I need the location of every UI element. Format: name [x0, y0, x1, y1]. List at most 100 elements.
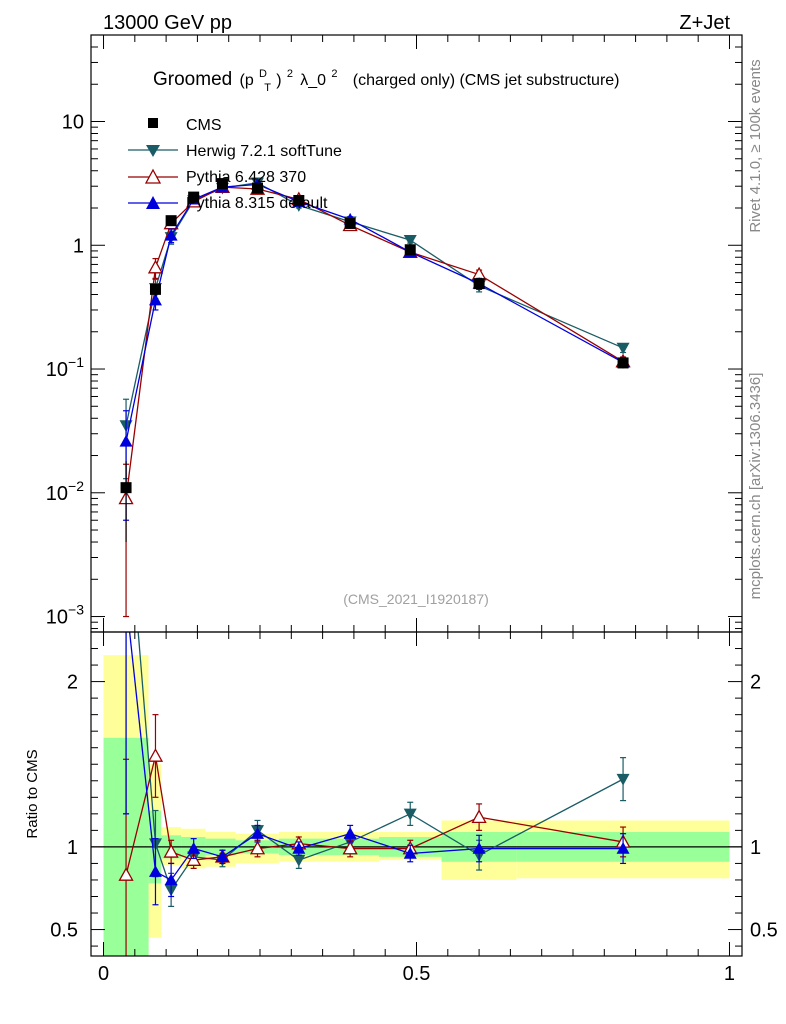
- data-point-herwig: [616, 773, 630, 786]
- main-y-tick-mantissa: 10: [46, 359, 68, 381]
- x-tick-label: 0.5: [403, 963, 431, 985]
- main-y-tick-exponent: −2: [68, 478, 84, 494]
- ratio-frame: [90, 631, 743, 957]
- main-y-tick-label: 1: [73, 235, 84, 257]
- x-tick-label: 1: [724, 963, 735, 985]
- main-y-tick-mantissa: 10: [62, 112, 84, 134]
- watermark: (CMS_2021_I1920187): [343, 591, 489, 607]
- legend-entry-pythia8: Pythia 8.315 default: [128, 195, 328, 212]
- main-y-tick-exponent: −3: [68, 602, 84, 618]
- data-point-cms: [617, 357, 629, 369]
- ratio-y-tick-label-right: 0.5: [750, 920, 778, 942]
- data-point-pythia6: [186, 852, 202, 866]
- ratio-panel: 0.5 0.5 1 1 2 2 Ratio to CMS: [24, 631, 778, 957]
- data-point-herwig: [403, 808, 417, 821]
- main-series-pythia6: [118, 179, 631, 618]
- main-data-layer: [118, 177, 631, 618]
- ratio-y-tick-label: 0.5: [50, 920, 78, 942]
- ratio-data-layer: [118, 632, 631, 956]
- title-p: (p: [239, 72, 253, 89]
- ratio-y-tick-label: 1: [67, 837, 78, 859]
- title-sub-t: T: [264, 82, 271, 94]
- ratio-uncertainty-bands: [91, 655, 742, 956]
- data-point-cms: [188, 191, 200, 203]
- data-point-pythia8: [215, 850, 229, 863]
- data-point-pythia6: [471, 809, 487, 823]
- data-point-herwig: [403, 234, 417, 247]
- data-point-pythia8: [292, 842, 306, 854]
- main-y-tick-mantissa: 10: [46, 607, 68, 629]
- ratio-axis-ticks: [91, 632, 742, 956]
- x-tick-labels: 0 0.5 1: [98, 963, 735, 985]
- legend-marker-cms: [148, 118, 158, 128]
- title-sup-d: D: [259, 68, 267, 80]
- main-series-herwig: [119, 177, 630, 480]
- main-line-pythia8: [125, 183, 624, 442]
- main-y-tick-label: 10−3: [46, 602, 84, 629]
- side-label-mcplots: mcplots.cern.ch [arXiv:1306.3436]: [747, 373, 764, 600]
- title-close: ): [276, 72, 281, 89]
- main-y-tick-mantissa: 10: [46, 483, 68, 505]
- data-point-cms: [344, 217, 356, 229]
- main-y-tick-mantissa: 1: [73, 235, 84, 257]
- data-point-pythia8: [403, 847, 417, 859]
- legend-label-pythia6: Pythia 6.428 370: [186, 169, 306, 186]
- data-point-pythia8: [119, 434, 133, 447]
- legend-marker-pythia6: [144, 168, 162, 184]
- main-y-tick-label: 10: [62, 112, 84, 134]
- legend-entry-pythia6: Pythia 6.428 370: [128, 168, 306, 186]
- data-point-pythia6: [163, 844, 179, 858]
- x-tick-label: 0: [98, 963, 109, 985]
- ratio-y-axis-label: Ratio to CMS: [24, 749, 41, 838]
- title-lambda: λ_0: [300, 72, 326, 89]
- data-point-pythia8: [472, 842, 486, 854]
- data-point-pythia8: [148, 865, 162, 877]
- data-point-cms: [293, 194, 305, 206]
- title-suffix: (charged only) (CMS jet substructure): [353, 72, 620, 89]
- ratio-y-tick-label: 2: [67, 672, 78, 694]
- legend-label-cms: CMS: [186, 117, 222, 134]
- main-line-pythia6: [125, 186, 624, 499]
- main-line-herwig: [125, 182, 624, 426]
- title-sup-2: 2: [287, 68, 293, 80]
- data-point-pythia8: [164, 228, 178, 241]
- legend-marker-herwig: [146, 145, 160, 157]
- legend-label-pythia8: Pythia 8.315 default: [186, 195, 328, 212]
- side-label-rivet: Rivet 4.1.0, ≥ 100k events: [747, 59, 764, 232]
- title-sup-2b: 2: [331, 68, 337, 80]
- data-point-cms: [404, 244, 416, 256]
- legend-entry-cms: CMS: [148, 117, 222, 134]
- data-point-pythia6: [249, 840, 266, 855]
- data-point-cms: [252, 182, 264, 194]
- legend-label-herwig: Herwig 7.2.1 softTune: [186, 143, 342, 160]
- data-point-pythia6: [118, 867, 134, 881]
- legend-marker-pythia8: [146, 196, 160, 209]
- data-point-pythia6: [147, 259, 164, 274]
- legend: CMS Herwig 7.2.1 softTune Pythia 6.428 3…: [128, 117, 342, 212]
- data-point-herwig: [616, 342, 630, 355]
- ratio-series-pythia8: [123, 632, 630, 906]
- data-point-herwig: [292, 854, 306, 867]
- ratio-y-tick-labels: 0.5 0.5 1 1 2 2: [50, 672, 778, 942]
- data-point-cms: [120, 482, 132, 494]
- ratio-y-tick-label-right: 1: [750, 837, 761, 859]
- data-point-pythia8: [251, 827, 265, 839]
- data-point-pythia8: [164, 873, 178, 886]
- plot-title: Groomed (p D T ) 2 λ_0 2 (charged only) …: [153, 61, 620, 96]
- data-point-pythia8: [148, 293, 162, 306]
- data-point-pythia8: [616, 842, 630, 854]
- header-energy: 13000 GeV pp: [103, 12, 232, 34]
- data-point-cms: [165, 215, 177, 227]
- data-point-cms: [216, 178, 228, 190]
- data-point-cms: [473, 278, 485, 290]
- title-prefix: Groomed: [153, 69, 232, 90]
- data-point-pythia8: [187, 842, 201, 854]
- data-point-pythia8: [343, 827, 357, 839]
- header-process: Z+Jet: [679, 12, 730, 34]
- ratio-series-herwig: [123, 632, 630, 908]
- data-point-pythia6: [342, 840, 358, 855]
- main-y-tick-exponent: −1: [68, 354, 84, 370]
